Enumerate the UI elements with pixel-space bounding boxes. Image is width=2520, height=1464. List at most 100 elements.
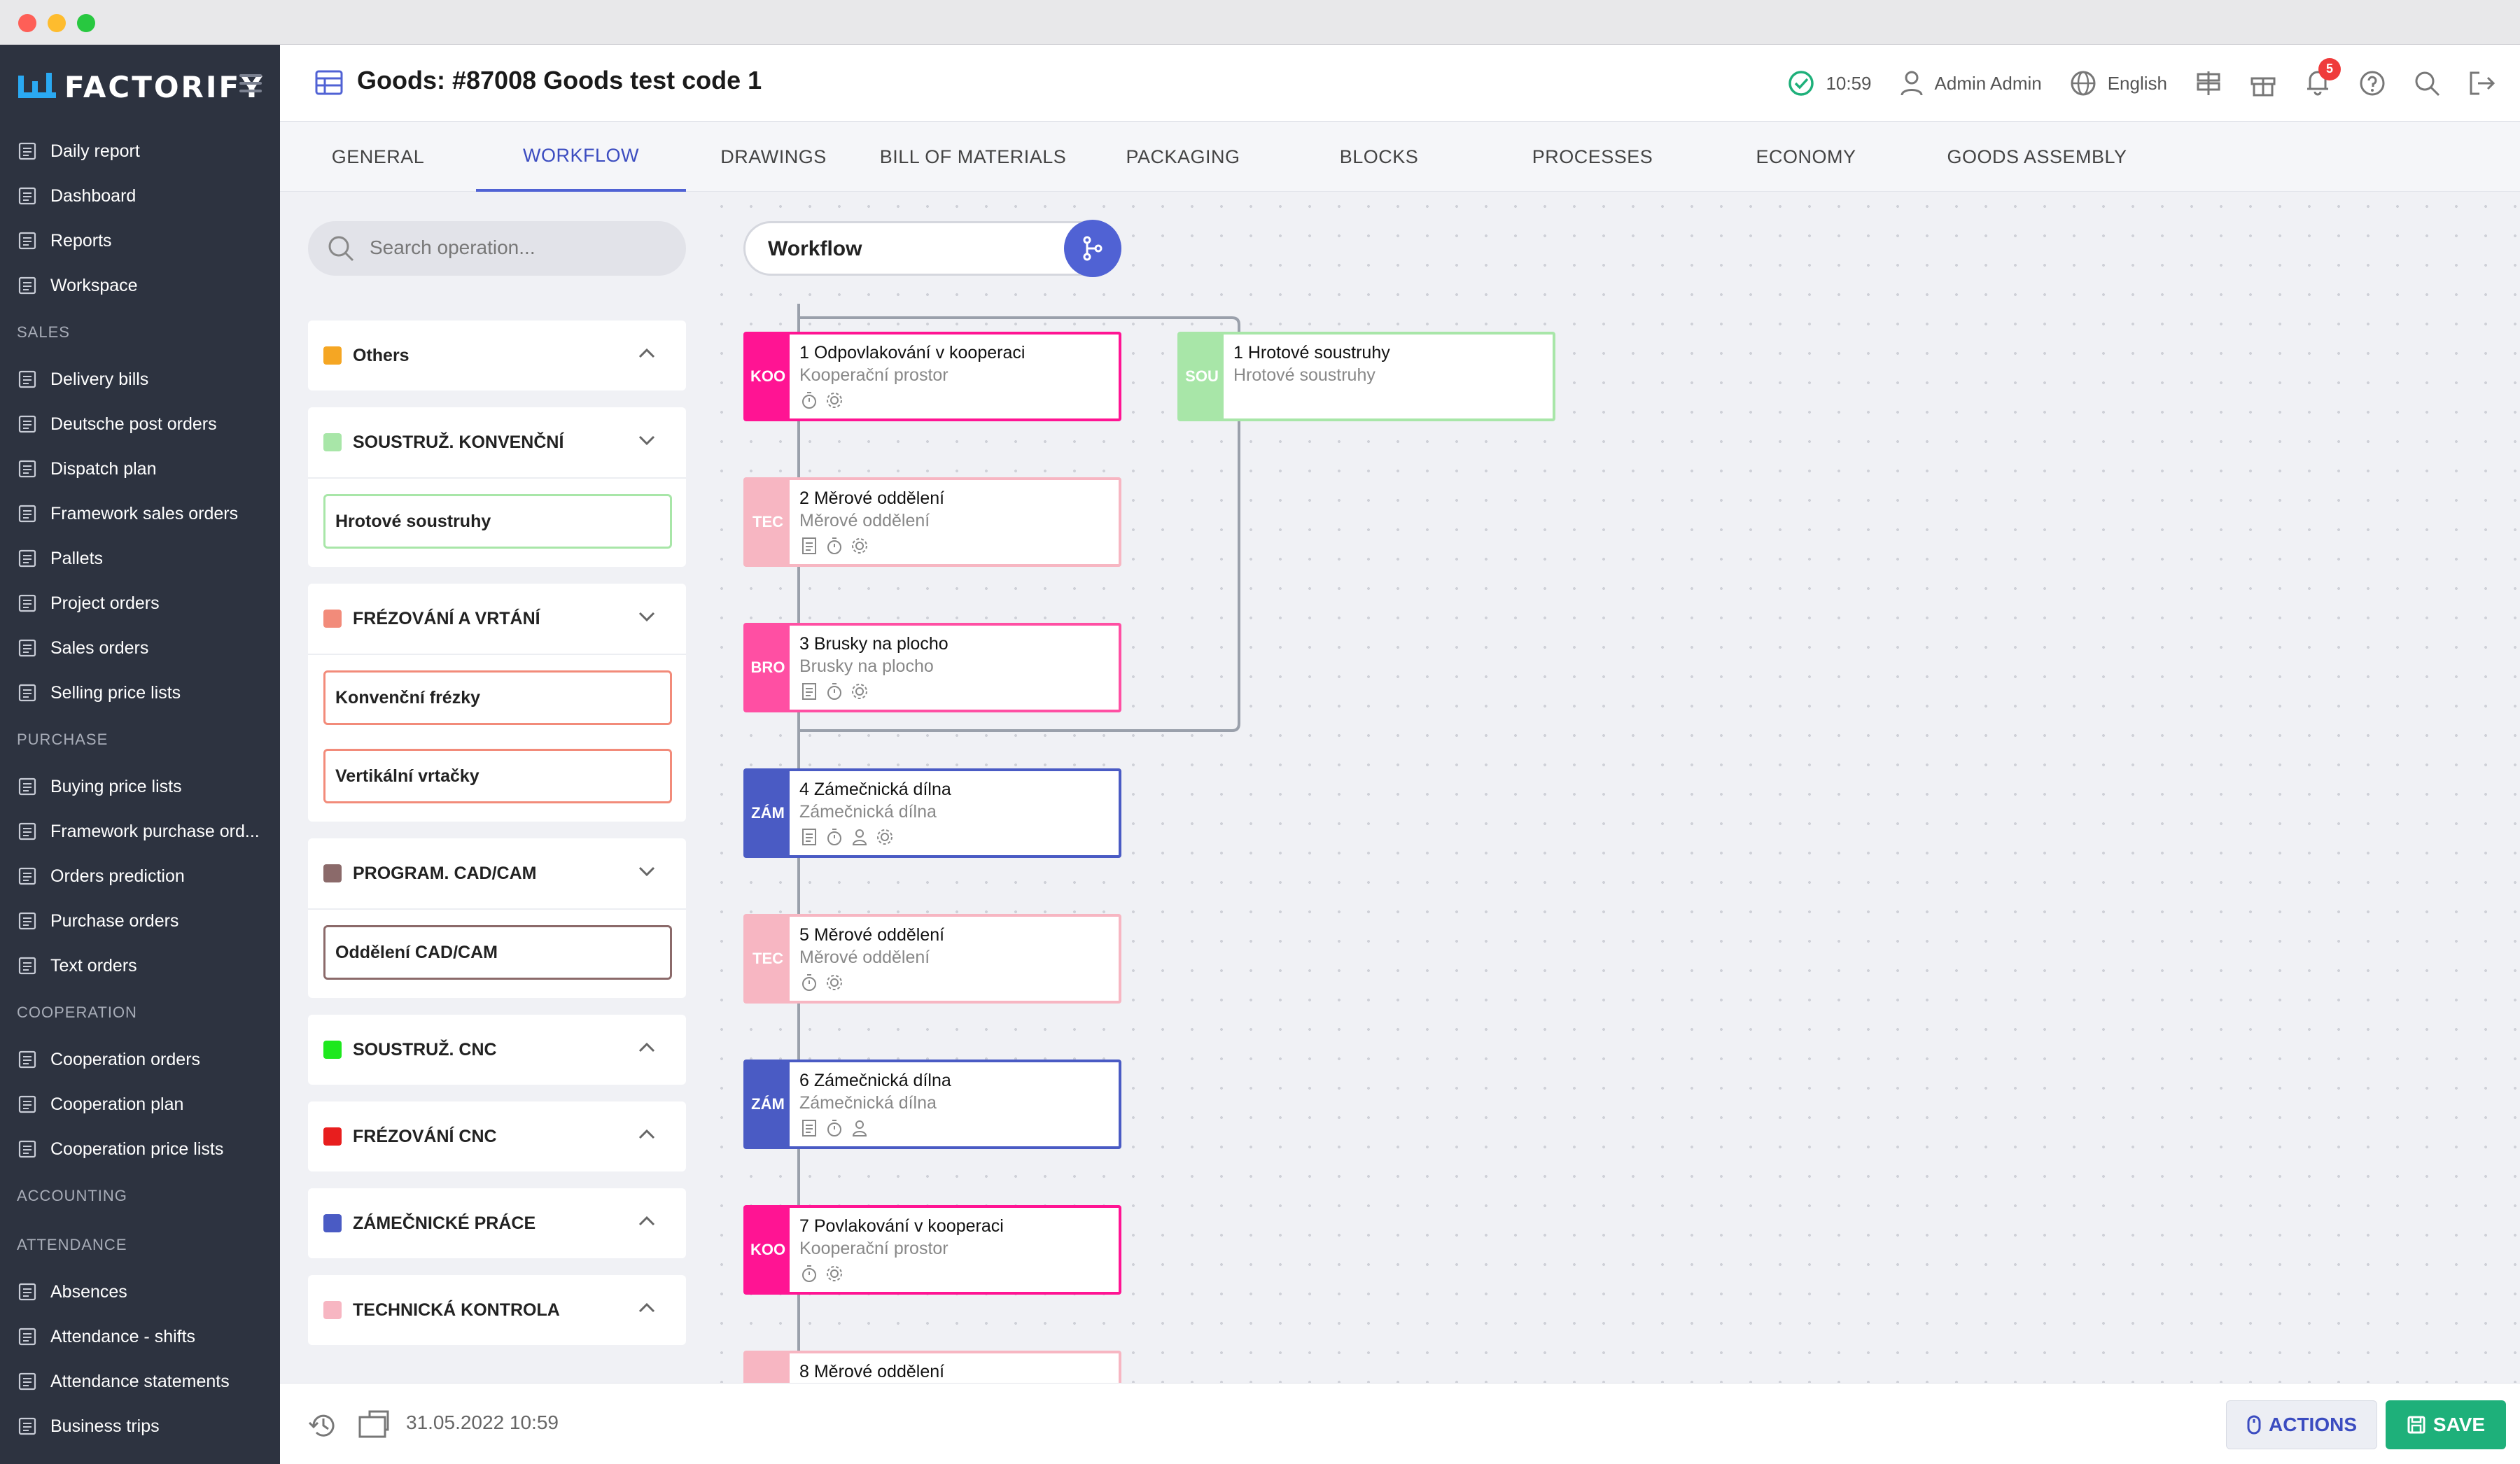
chevron-up-icon[interactable]: [638, 1303, 655, 1313]
sidebar-item-purchase-orders[interactable]: Purchase orders: [0, 899, 280, 943]
sidebar-item-deutsche-post-orders[interactable]: Deutsche post orders: [0, 402, 280, 446]
sidebar-item-cooperation-orders[interactable]: Cooperation orders: [0, 1037, 280, 1082]
sidebar-item-absences[interactable]: Absences: [0, 1269, 280, 1314]
operation-group-soustruz-konvencni: SOUSTRUŽ. KONVENČNÍ Hrotové soustruhy: [308, 407, 686, 567]
sidebar-item-attendance-statements[interactable]: Attendance statements: [0, 1359, 280, 1404]
workflow-selector[interactable]: Workflow: [743, 221, 1121, 276]
search-input[interactable]: Search operation...: [308, 221, 686, 276]
menu-toggle-icon[interactable]: [239, 74, 262, 94]
sidebar-item-delivery-bills[interactable]: Delivery bills: [0, 357, 280, 402]
operation-group-header[interactable]: FRÉZOVÁNÍ CNC: [308, 1101, 686, 1171]
sidebar-item-label: Dispatch plan: [50, 458, 157, 479]
workflow-canvas[interactable]: Workflow KOO 1 Odpovlakování v kooperaci K…: [707, 192, 2520, 1383]
operation-group-frezovani-cnc: FRÉZOVÁNÍ CNC: [308, 1101, 686, 1171]
sidebar-item-label: Text orders: [50, 955, 137, 976]
tab-packaging[interactable]: PACKAGING: [1126, 146, 1240, 167]
close-window-button[interactable]: [18, 14, 36, 32]
chevron-down-icon[interactable]: [638, 435, 655, 445]
history-icon[interactable]: [308, 1410, 339, 1441]
tab-workflow[interactable]: WORKFLOW: [476, 122, 686, 192]
operation-item-konvencni-frezky[interactable]: Konvenční frézky: [323, 670, 672, 725]
sidebar-item-framework-sales-orders[interactable]: Framework sales orders: [0, 491, 280, 536]
minimize-window-button[interactable]: [48, 14, 66, 32]
sidebar-item-sales-orders[interactable]: Sales orders: [0, 626, 280, 670]
restore-icon[interactable]: [357, 1409, 391, 1440]
sidebar-item-label: Cooperation price lists: [50, 1139, 224, 1159]
operation-group-header[interactable]: ZÁMEČNICKÉ PRÁCE: [308, 1188, 686, 1258]
search-icon[interactable]: [2414, 70, 2440, 97]
operation-group-header[interactable]: PROGRAM. CAD/CAM: [308, 838, 686, 908]
maximize-window-button[interactable]: [77, 14, 95, 32]
document-icon: [802, 537, 816, 554]
chevron-up-icon[interactable]: [638, 349, 655, 358]
operation-item-hrotove-soustruhy[interactable]: Hrotové soustruhy: [323, 494, 672, 549]
sidebar-item-workspace[interactable]: Workspace: [0, 263, 280, 308]
chevron-down-icon[interactable]: [638, 866, 655, 876]
logo-text: FACTORIFY: [64, 69, 265, 104]
logo[interactable]: FACTORIFY: [17, 64, 265, 109]
tab-drawings[interactable]: DRAWINGS: [720, 146, 827, 167]
sidebar-item-business-trips[interactable]: Business trips: [0, 1404, 280, 1449]
workflow-branch-button[interactable]: [1064, 220, 1121, 277]
bar-chart-icon: [18, 232, 36, 250]
chevron-up-icon[interactable]: [638, 1216, 655, 1226]
workflow-node-2[interactable]: SOU 1 Hrotové soustruhy Hrotové soustruhy: [1177, 332, 1555, 421]
workflow-node-8[interactable]: KOO 7 Povlakování v kooperaci Kooperační p…: [743, 1205, 1121, 1295]
workflow-node-6[interactable]: TEC 5 Měrové oddělení Měrové oddělení: [743, 914, 1121, 1004]
chevron-up-icon[interactable]: [638, 1129, 655, 1139]
sidebar-item-orders-prediction[interactable]: Orders prediction: [0, 854, 280, 899]
sidebar-item-text-orders[interactable]: Text orders: [0, 943, 280, 988]
operation-group-header[interactable]: FRÉZOVÁNÍ A VRTÁNÍ: [308, 584, 686, 654]
menu-item-icon: [18, 370, 36, 388]
operation-group-header[interactable]: SOUSTRUŽ. CNC: [308, 1015, 686, 1085]
workflow-node-4[interactable]: BRO 3 Brusky na plocho Brusky na plocho: [743, 623, 1121, 712]
node-code-band: BRO: [746, 626, 790, 710]
notifications-button[interactable]: 5: [2304, 57, 2341, 99]
sidebar-item-framework-purchase-ord[interactable]: Framework purchase ord...: [0, 809, 280, 854]
node-code-band: TEC: [746, 917, 790, 1001]
menu-item-icon: [18, 594, 36, 612]
operation-group-header[interactable]: TECHNICKÁ KONTROLA: [308, 1275, 686, 1345]
operation-item-vertikalni-vrtacky[interactable]: Vertikální vrtačky: [323, 749, 672, 803]
signpost-icon[interactable]: [2195, 70, 2222, 97]
node-icons: [799, 390, 850, 410]
tab-economy[interactable]: ECONOMY: [1756, 146, 1856, 167]
chevron-down-icon[interactable]: [638, 612, 655, 621]
sidebar-item-label: Framework purchase ord...: [50, 821, 260, 841]
workflow-node-5[interactable]: ZÁM 4 Zámečnická dílna Zámečnická dílna: [743, 768, 1121, 858]
sidebar-item-pallets[interactable]: Pallets: [0, 536, 280, 581]
gift-icon[interactable]: [2250, 70, 2276, 97]
sidebar-item-dispatch-plan[interactable]: Dispatch plan: [0, 446, 280, 491]
sidebar-item-project-orders[interactable]: Project orders: [0, 581, 280, 626]
sidebar-item-label: Sales orders: [50, 638, 149, 658]
tab-goods-assembly[interactable]: GOODS ASSEMBLY: [1947, 146, 2127, 167]
menu-item-icon: [18, 1050, 36, 1069]
tab-processes[interactable]: PROCESSES: [1532, 146, 1653, 167]
operation-group-header[interactable]: Others: [308, 321, 686, 390]
tab-bill-of-materials[interactable]: BILL OF MATERIALS: [879, 146, 1067, 167]
sidebar-item-cooperation-plan[interactable]: Cooperation plan: [0, 1082, 280, 1127]
chevron-up-icon[interactable]: [638, 1043, 655, 1053]
user-menu[interactable]: Admin Admin: [1900, 70, 2042, 97]
sidebar-item-daily-report[interactable]: Daily report: [0, 129, 280, 174]
sidebar-item-dashboard[interactable]: Dashboard: [0, 174, 280, 218]
sidebar-item-cooperation-price-lists[interactable]: Cooperation price lists: [0, 1127, 280, 1171]
operation-item-oddeleni-cad-cam[interactable]: Oddělení CAD/CAM: [323, 925, 672, 980]
logout-icon[interactable]: [2468, 70, 2495, 97]
workflow-node-1[interactable]: KOO 1 Odpovlakování v kooperaci Kooperační…: [743, 332, 1121, 421]
tab-blocks[interactable]: BLOCKS: [1339, 146, 1419, 167]
sidebar-item-attendance-shifts[interactable]: Attendance - shifts: [0, 1314, 280, 1359]
operation-group-header[interactable]: SOUSTRUŽ. KONVENČNÍ: [308, 407, 686, 477]
language-selector[interactable]: English: [2070, 70, 2167, 97]
workflow-node-3[interactable]: TEC 2 Měrové oddělení Měrové oddělení: [743, 477, 1121, 567]
node-icons: [799, 536, 875, 556]
sidebar-item-reports[interactable]: Reports: [0, 218, 280, 263]
save-button[interactable]: SAVE: [2386, 1400, 2506, 1449]
workflow-node-7[interactable]: ZÁM 6 Zámečnická dílna Zámečnická dílna: [743, 1060, 1121, 1149]
workflow-node-9[interactable]: TEC 8 Měrové oddělení: [743, 1351, 1121, 1383]
help-icon[interactable]: [2359, 70, 2386, 97]
sidebar-item-buying-price-lists[interactable]: Buying price lists: [0, 764, 280, 809]
tab-general[interactable]: GENERAL: [331, 146, 425, 167]
actions-button[interactable]: ACTIONS: [2226, 1400, 2377, 1449]
sidebar-item-selling-price-lists[interactable]: Selling price lists: [0, 670, 280, 715]
